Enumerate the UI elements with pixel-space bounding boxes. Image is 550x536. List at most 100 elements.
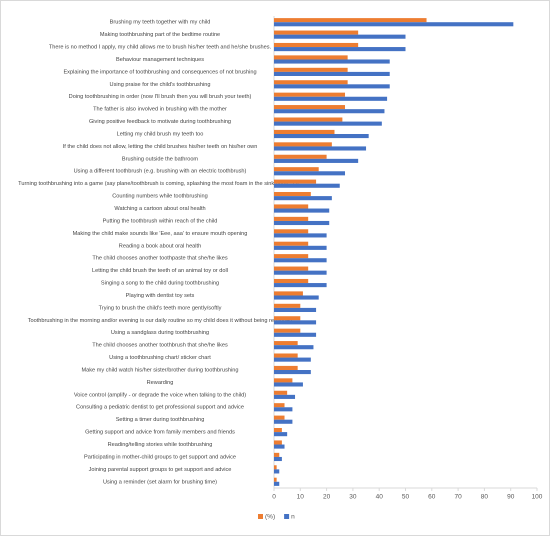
bar: [274, 105, 346, 110]
y-tick-label: Participating in mother-child groups to …: [84, 454, 236, 460]
bar: [274, 432, 288, 437]
y-tick-label: Playing with dentist toy sets: [126, 293, 195, 299]
y-tick-label: Reading/telling stories while toothbrush…: [108, 442, 213, 448]
bar: [274, 303, 301, 308]
y-tick-label: Voice control (amplify - or degrade the …: [74, 392, 246, 398]
bar: [274, 42, 359, 48]
bar: [274, 80, 348, 85]
x-tick-label: 20: [323, 494, 331, 501]
y-tick-label: Toothbrushing in the morning and/or even…: [28, 318, 293, 324]
bar: [274, 295, 319, 300]
bar: [274, 328, 301, 333]
x-tick-label: 100: [532, 494, 543, 501]
y-tick-label: Counting numbers while toothbrushing: [112, 194, 207, 200]
y-tick-label: Putting the toothbrush within reach of t…: [103, 218, 218, 224]
bar: [274, 171, 346, 176]
bar: [274, 117, 343, 122]
bar: [274, 477, 277, 482]
bar: [274, 316, 301, 321]
bar: [274, 96, 388, 101]
y-tick-label: Letting the child brush the teeth of an …: [92, 268, 228, 274]
bar: [274, 59, 390, 64]
bar: [274, 67, 348, 72]
bar: [274, 415, 285, 420]
bar: [274, 465, 277, 470]
y-tick-label: Doing toothbrushing in order (now I'll b…: [69, 94, 252, 100]
y-tick-label: Reading a book about oral health: [119, 243, 201, 249]
bar: [274, 34, 406, 39]
bar: [274, 278, 309, 284]
bar: [274, 192, 311, 197]
legend-label: (%): [265, 514, 275, 521]
bar: [274, 419, 293, 424]
bar: [274, 129, 335, 134]
bar: [274, 469, 280, 474]
bar: [274, 332, 317, 337]
bar: [274, 121, 382, 126]
bar: [274, 142, 332, 147]
legend-swatch: [284, 514, 290, 519]
bar: [274, 382, 303, 387]
x-tick-label: 80: [481, 494, 489, 501]
bar: [274, 283, 327, 288]
bar: [274, 456, 282, 462]
y-tick-label: Giving positive feedback to motivate dur…: [89, 119, 231, 125]
bar: [274, 270, 327, 275]
y-tick-label: Making toothbrushing part of the bedtime…: [100, 32, 220, 38]
bar: [274, 407, 293, 412]
bar: [274, 345, 314, 350]
bar: [274, 92, 346, 97]
bar: [274, 220, 330, 226]
bar: [274, 481, 280, 486]
y-tick-label: Make my child watch his/her sister/broth…: [81, 367, 238, 373]
bar: [274, 291, 303, 296]
bar: [274, 307, 317, 312]
y-tick-label: Singing a song to the child during tooth…: [101, 281, 219, 287]
y-tick-label: If the child does not allow, letting the…: [63, 144, 258, 150]
bar: [274, 233, 327, 238]
bar: [274, 370, 311, 375]
bar: [274, 208, 330, 213]
x-tick-label: 40: [376, 494, 384, 501]
x-tick-label: 90: [507, 494, 515, 501]
bar: [274, 245, 327, 250]
y-tick-label: Using a different toothbrush (e.g. brush…: [74, 169, 247, 175]
y-tick-label: The child chooses another toothbrush tha…: [92, 343, 228, 349]
bar: [274, 403, 285, 408]
bar: [274, 394, 296, 399]
bar: [274, 154, 327, 159]
x-tick-label: 70: [454, 494, 462, 501]
y-tick-label: Brushing my teeth together with my child: [110, 20, 211, 26]
y-tick-label: Using praise for the child's toothbrushi…: [110, 82, 211, 88]
y-tick-label: Watching a cartoon about oral health: [114, 206, 205, 212]
bar: [274, 18, 427, 23]
bar: [274, 146, 367, 151]
y-tick-label: Explaining the importance of toothbrushi…: [63, 69, 256, 75]
bar: [274, 390, 288, 395]
bar: [274, 254, 309, 259]
y-tick-label: The father is also involved in brushing …: [93, 107, 227, 113]
bar: [274, 22, 514, 27]
x-tick-label: 0: [272, 494, 276, 501]
bar: [274, 428, 282, 433]
bar: [274, 365, 298, 370]
legend-swatch: [258, 514, 263, 519]
bar: [274, 196, 332, 201]
bar: [274, 444, 285, 449]
bar: [274, 229, 309, 234]
bar: [274, 183, 340, 188]
bar: [274, 216, 309, 221]
bar: [274, 266, 309, 271]
x-tick-label: 50: [402, 494, 410, 501]
y-tick-label: Joining parental support groups to get s…: [89, 467, 232, 473]
y-tick-label: Rewarding: [147, 380, 174, 386]
y-tick-label: There is no method I apply, my child all…: [49, 45, 272, 51]
y-tick-label: Getting support and advice from family m…: [85, 430, 235, 436]
y-tick-label: Consulting a pediatric dentist to get pr…: [76, 405, 244, 411]
x-tick-label: 60: [428, 494, 436, 501]
bar: [274, 134, 369, 139]
y-tick-label: Trying to brush the child's teeth more g…: [99, 305, 222, 311]
y-tick-label: Behaviour management techniques: [116, 57, 204, 63]
y-tick-label: Using a toothbrushing chart/ sticker cha…: [109, 355, 211, 361]
